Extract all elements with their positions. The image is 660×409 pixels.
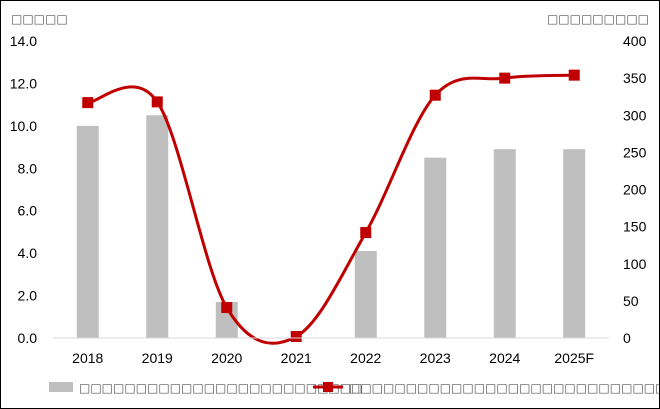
left-axis-ticks: 0.0 2.0 4.0 6.0 8.0 10.0 12.0 14.0 bbox=[10, 33, 37, 346]
line-point-2021 bbox=[290, 331, 302, 343]
left-tick-label: 14.0 bbox=[10, 33, 37, 49]
right-tick-label: 400 bbox=[623, 33, 647, 49]
right-axis-ticks: 0 50 100 150 200 250 300 350 400 bbox=[623, 33, 647, 346]
left-axis-unit-label: □□□□□ bbox=[11, 12, 68, 26]
left-tick-label: 0.0 bbox=[18, 330, 38, 346]
left-tick-label: 4.0 bbox=[18, 245, 38, 261]
left-tick-label: 12.0 bbox=[10, 75, 37, 91]
right-tick-label: 150 bbox=[623, 219, 647, 235]
right-tick-label: 250 bbox=[623, 144, 647, 160]
line-point-2025F bbox=[568, 69, 580, 81]
bar-2025F bbox=[563, 149, 586, 338]
left-tick-label: 2.0 bbox=[18, 288, 38, 304]
x-tick-label: 2025F bbox=[554, 350, 594, 366]
bar-2018 bbox=[76, 125, 99, 338]
line-series-markers bbox=[82, 69, 580, 343]
x-tick-label: 2022 bbox=[350, 350, 381, 366]
right-tick-label: 350 bbox=[623, 70, 647, 86]
legend-line-marker bbox=[323, 382, 333, 392]
x-axis-ticks: 2018 2019 2020 2021 2022 2023 2024 2025F bbox=[72, 350, 594, 366]
left-tick-label: 10.0 bbox=[10, 118, 37, 134]
bar-2023 bbox=[424, 157, 447, 338]
legend: □□□□□□□□□□□□□□□□□□□□□□□□□ □□□□□□□□□□□□□□… bbox=[49, 380, 659, 395]
line-series-path bbox=[87, 73, 575, 345]
legend-bar-label: □□□□□□□□□□□□□□□□□□□□□□□□□ bbox=[79, 381, 362, 395]
legend-bar-swatch bbox=[49, 382, 73, 392]
line-point-2022 bbox=[360, 227, 372, 239]
x-tick-label: 2021 bbox=[281, 350, 312, 366]
left-tick-label: 6.0 bbox=[18, 203, 38, 219]
x-tick-label: 2020 bbox=[211, 350, 242, 366]
line-point-2019 bbox=[151, 96, 163, 108]
bar-2024 bbox=[493, 149, 516, 338]
line-point-2018 bbox=[82, 97, 94, 109]
right-tick-label: 300 bbox=[623, 107, 647, 123]
right-tick-label: 200 bbox=[623, 182, 647, 198]
x-tick-label: 2019 bbox=[142, 350, 173, 366]
line-point-2024 bbox=[499, 72, 511, 84]
line-point-2023 bbox=[429, 89, 441, 101]
right-axis-unit-label: □□□□□□□□□ bbox=[547, 12, 649, 26]
right-tick-label: 100 bbox=[623, 256, 647, 272]
line-point-2020 bbox=[221, 302, 233, 314]
bar-series bbox=[76, 115, 586, 338]
x-tick-label: 2018 bbox=[72, 350, 103, 366]
legend-line-label: □□□□□□□□□□□□□□□□□□□□□□□□□□□□□ Ï□□□□□□J bbox=[349, 380, 659, 395]
right-tick-label: 0 bbox=[623, 330, 631, 346]
right-tick-label: 50 bbox=[623, 293, 639, 309]
bar-2019 bbox=[146, 115, 169, 338]
x-tick-label: 2024 bbox=[489, 350, 520, 366]
bar-2022 bbox=[354, 251, 377, 338]
left-tick-label: 8.0 bbox=[18, 160, 38, 176]
x-tick-label: 2023 bbox=[420, 350, 451, 366]
